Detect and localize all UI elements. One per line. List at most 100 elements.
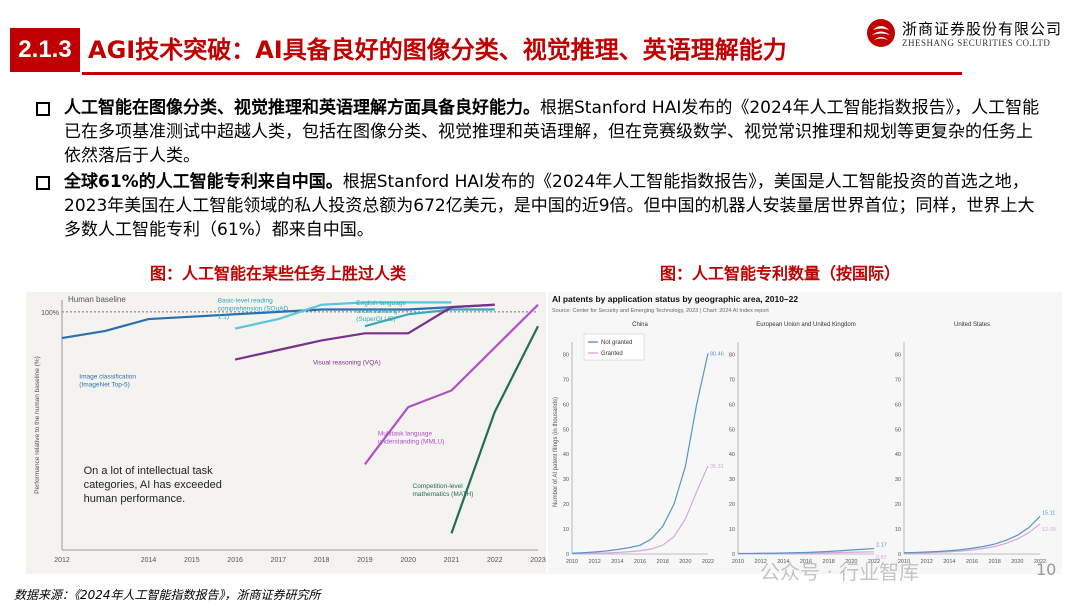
x-tick-label: 2018 — [989, 559, 1001, 565]
x-tick-label: 2016 — [227, 557, 243, 564]
page-number: 10 — [1036, 560, 1057, 579]
series-line — [61, 303, 495, 340]
square-bullet-icon — [36, 176, 50, 190]
x-tick-label: 2021 — [444, 557, 460, 564]
series-label: Competition-level mathematics (MATH) — [413, 483, 474, 498]
x-tick-label: 2018 — [314, 557, 330, 564]
x-tick-label: 2022 — [487, 557, 503, 564]
panel-title: China — [632, 322, 648, 328]
y-tick-label: 20 — [563, 502, 569, 508]
brand-name-cn: 浙商证券股份有限公司 — [902, 20, 1063, 38]
x-tick-label: 2018 — [823, 559, 835, 565]
x-tick-label: 2014 — [777, 559, 789, 565]
square-bullet-icon — [36, 102, 50, 116]
x-tick-label: 2022 — [1034, 559, 1046, 565]
chart-title: AI patents by application status by geog… — [552, 294, 798, 304]
bullet-list: 人工智能在图像分类、视觉推理和英语理解方面具备良好能力。根据Stanford H… — [34, 96, 1044, 244]
x-tick-label: 2012 — [921, 559, 933, 565]
data-label: 35.31 — [710, 464, 724, 470]
granted-line — [903, 523, 1041, 554]
y-axis-label: Number of AI patent filings (in thousand… — [553, 397, 559, 507]
bullet-text: 根据Stanford HAI发布的《2024年人工智能指数报告》，美国是人工智能… — [64, 172, 1035, 240]
x-tick-label: 2016 — [800, 559, 812, 565]
y-tick-label: 0 — [732, 552, 735, 558]
brand-logo: 浙商证券股份有限公司 ZHESHANG SECURITIES CO.LTD — [866, 14, 1066, 54]
panel-title: European Union and United Kingdom — [756, 322, 855, 328]
series-label: Visual reasoning (VQA) — [313, 359, 381, 366]
data-label: 80.46 — [710, 351, 724, 357]
series-line — [450, 325, 539, 534]
x-tick-label: 2010 — [566, 559, 578, 565]
x-tick-label: 2022 — [868, 559, 880, 565]
bullet-lead: 全球61%的人工智能专利来自中国。 — [64, 172, 343, 192]
x-tick-label: 2020 — [1011, 559, 1023, 565]
y-tick-label: 60 — [563, 402, 569, 408]
x-tick-label: 2010 — [898, 559, 910, 565]
not-granted-line — [738, 547, 875, 555]
bullet-text: 根据Stanford HAI发布的《2024年人工智能指数报告》，人工智能已在多… — [64, 98, 1040, 166]
x-tick-label: 2016 — [966, 559, 978, 565]
figure-caption-left: 图：人工智能在某些任务上胜过人类 — [150, 264, 407, 283]
x-tick-label: 2017 — [271, 557, 287, 564]
x-tick-label: 2012 — [589, 559, 601, 565]
y-tick-label: 40 — [729, 452, 735, 458]
title-bar: 2.1.3 AGI技术突破：AI具备良好的图像分类、视觉推理、英语理解能力 浙商… — [0, 0, 1080, 80]
legend-label: Not granted — [601, 340, 632, 346]
zheshang-logo-icon — [867, 19, 895, 47]
y-tick-label: 80 — [729, 352, 735, 358]
x-tick-label: 2015 — [184, 557, 200, 564]
y-tick-label: 60 — [729, 402, 735, 408]
y-tick-label: 50 — [729, 427, 735, 433]
series-label: Multitask language understanding (MMLU) — [378, 431, 444, 446]
series-line — [234, 301, 452, 330]
series-label: Basic-level reading comprehension (SQuAD 1… — [218, 297, 289, 320]
slide-title: AGI技术突破：AI具备良好的图像分类、视觉推理、英语理解能力 — [88, 36, 787, 64]
y-tick-label: 40 — [895, 452, 901, 458]
x-tick-label: 2019 — [357, 557, 373, 564]
y-tick-label: 10 — [563, 527, 569, 533]
x-tick-label: 2014 — [611, 559, 623, 565]
y-tick-label: 20 — [895, 502, 901, 508]
data-label: 12.09 — [1042, 527, 1056, 533]
x-tick-label: 2020 — [845, 559, 857, 565]
y-tick-label: 50 — [563, 427, 569, 433]
panel-title: United States — [954, 322, 990, 328]
brand-name-en: ZHESHANG SECURITIES CO.LTD — [902, 38, 1051, 48]
x-tick-label: 2010 — [732, 559, 744, 565]
series-label: Image classification (ImageNet Top-5) — [79, 374, 136, 389]
y-tick-label: 30 — [729, 477, 735, 483]
y-tick-label: 80 — [895, 352, 901, 358]
data-label: 15.11 — [1042, 510, 1055, 516]
x-tick-label: 2018 — [657, 559, 669, 565]
x-tick-label: 2022 — [702, 559, 714, 565]
y-axis-label: Performance relative to the human baseli… — [34, 356, 41, 494]
y-tick-label: 30 — [563, 477, 569, 483]
section-number-badge: 2.1.3 — [10, 28, 80, 72]
y-tick-label: 70 — [729, 377, 735, 383]
x-tick-label: 2014 — [141, 557, 157, 564]
series-line — [364, 303, 539, 465]
chart-subtitle: Source: Center for Security and Emerging… — [552, 308, 769, 314]
ai-patents-chart-svg: AI patents by application status by geog… — [552, 294, 1056, 565]
y-tick-label: 70 — [895, 377, 901, 383]
y-tick-label: 0 — [566, 552, 569, 558]
ai-patents-chart: AI patents by application status by geog… — [548, 292, 1062, 574]
data-label: 2.17 — [876, 543, 887, 549]
x-tick-label: 2012 — [54, 557, 70, 564]
y-tick-label: 50 — [895, 427, 901, 433]
series-line — [234, 303, 495, 361]
x-tick-label: 2012 — [755, 559, 767, 565]
wechat-watermark: 公众号 · 行业智库 — [760, 560, 920, 584]
y-tick-label: 10 — [895, 527, 901, 533]
x-tick-label: 2020 — [679, 559, 691, 565]
y-tick-label: 30 — [895, 477, 901, 483]
y-tick-label: 40 — [563, 452, 569, 458]
y-tick-label: 10 — [729, 527, 735, 533]
figure-caption-right: 图：人工智能专利数量（按国际） — [660, 264, 901, 283]
granted-line — [571, 465, 709, 555]
series-label: English language understanding (SuperGLUE) — [356, 300, 406, 323]
series-line — [364, 308, 495, 328]
bullet-lead: 人工智能在图像分类、视觉推理和英语理解方面具备良好能力。 — [64, 98, 540, 118]
not-granted-line — [903, 515, 1041, 554]
y-tick-label: 0 — [898, 552, 901, 558]
